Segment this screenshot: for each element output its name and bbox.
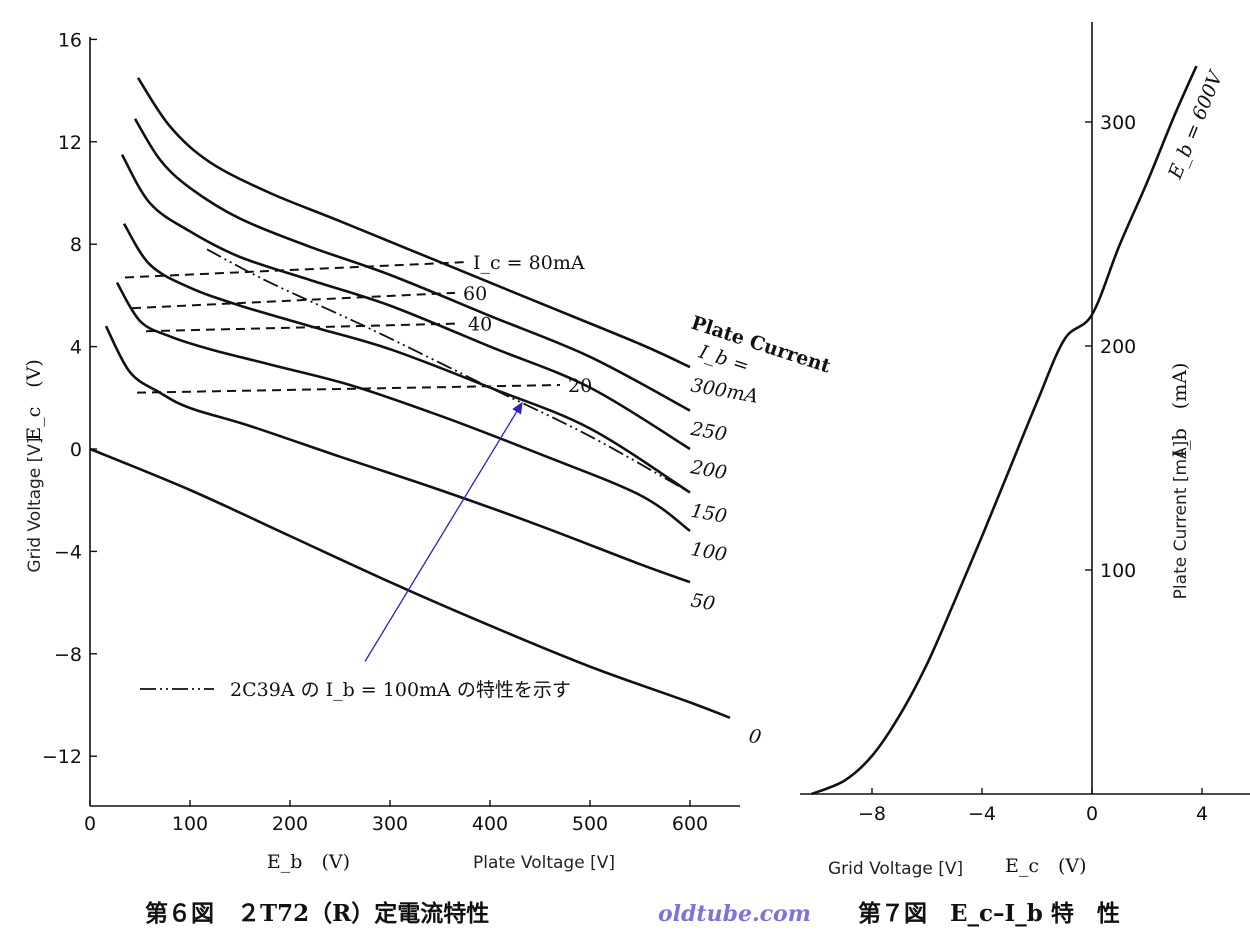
plate-current-curve-200 [120,153,691,451]
grid-current-label: 60 [463,283,487,305]
grid-current-label: 40 [468,314,492,336]
left-x-tick-label: 400 [472,813,508,835]
right-y-tick-label: 200 [1100,336,1136,358]
grid-current-dashed-line [131,291,456,310]
left-ylabel-en: Grid Voltage [V] [25,437,45,572]
right-ylabel: I_b (mA) [1169,363,1191,458]
left-xlabel-en: Plate Voltage [V] [473,853,615,873]
left-ylabel: E_c (V) [23,359,45,441]
left-xlabel: E_b (V) [267,851,350,873]
right-x-tick-label: −8 [858,803,886,825]
plate-current-curve-label: 100 [689,538,729,566]
plate-current-curve-label: 150 [689,500,729,528]
left-y-tick-label: −12 [42,746,82,768]
left-y-tick-label: 16 [58,29,82,51]
left-x-tick-label: 600 [672,813,708,835]
annotation-arrow [364,401,523,662]
plate-current-curve-label: 0 [747,725,763,749]
plate-current-curve-label: 200 [688,456,729,484]
plate-current-curve-label: 250 [688,418,729,446]
grid-current-label: 20 [568,375,592,397]
left-y-tick-label: 4 [70,337,82,359]
reference-2c39a-curve [206,248,691,494]
plate-current-curve-label: 300mA [689,374,760,407]
left-y-tick-label: 12 [58,132,82,154]
left-y-tick-label: −8 [54,644,82,666]
grid-current-dashed-line [145,322,461,333]
right-x-tick-label: 0 [1086,803,1098,825]
plate-current-curve-0 [89,447,731,720]
left-x-tick-label: 300 [372,813,408,835]
plate-current-curve-100 [115,281,691,532]
grid-current-dashed-line [136,384,561,394]
left-x-tick-label: 200 [272,813,308,835]
plate-current-curve-250 [133,118,691,412]
left-y-tick-label: −4 [54,541,82,563]
left-y-tick-label: 0 [70,439,82,461]
left-x-tick-label: 500 [572,813,608,835]
right-x-tick-label: −4 [968,803,996,825]
reference-legend-label: 2C39A の I_b = 100mA の特性を示す [230,679,571,701]
transfer-curve [811,65,1198,796]
plate-current-curve-300mA [136,77,691,369]
grid-current-dashed-line [124,261,466,279]
grid-current-label: I_c = 80mA [473,252,585,274]
right-y-tick-label: 100 [1100,560,1136,582]
right-ylabel-en: Plate Current [mA] [1171,441,1191,600]
transfer-curve-label: E_b = 600V [1164,66,1228,183]
right-x-tick-label: 4 [1196,803,1208,825]
plate-current-curve-label: 50 [689,589,717,615]
left-x-tick-label: 0 [84,813,96,835]
figure-6-caption: 第６図 ２T72（R）定電流特性 [145,900,489,927]
watermark: oldtube.com [658,901,811,927]
plate-current-curve-50 [104,325,691,584]
right-y-tick-label: 300 [1100,112,1136,134]
figure-7-caption: 第７図 E_c–I_b 特 性 [858,900,1120,927]
plate-current-curve-150 [122,223,691,494]
left-x-tick-label: 100 [172,813,208,835]
right-xlabel: E_c (V) [1005,855,1087,877]
right-xlabel-en: Grid Voltage [V] [828,859,963,879]
left-y-tick-label: 8 [70,234,82,256]
